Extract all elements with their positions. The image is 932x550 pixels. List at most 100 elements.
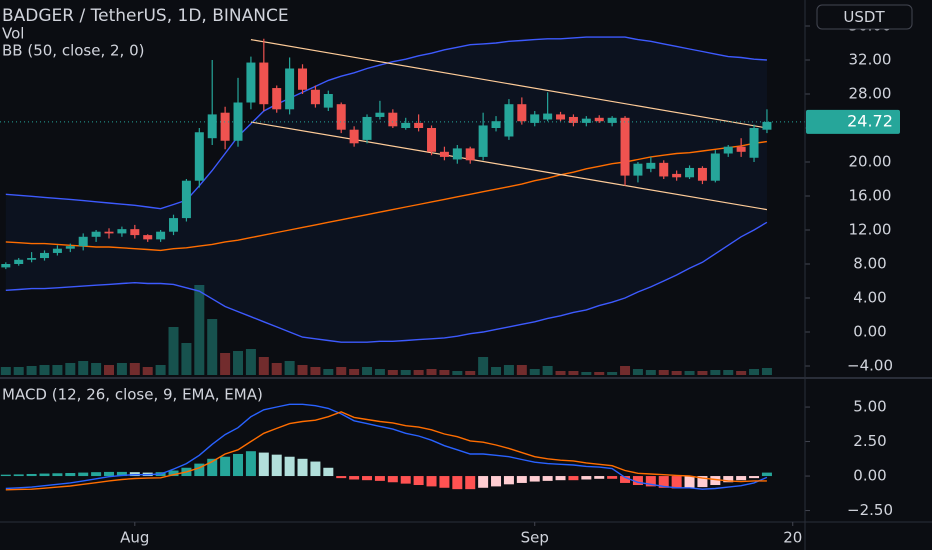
volume-bar: [542, 366, 553, 375]
histogram-bar: [697, 476, 708, 488]
histogram-bar: [258, 452, 269, 477]
candle-body: [594, 117, 604, 122]
candle-body: [220, 112, 230, 141]
histogram-bar: [658, 476, 669, 488]
x-tick-label: Sep: [521, 529, 549, 547]
channel-line: [250, 121, 768, 211]
macd-label: MACD (12, 26, close, 9, EMA, EMA): [2, 386, 263, 404]
volume-bar: [65, 363, 76, 375]
volume-bar: [529, 369, 540, 375]
candle-body: [530, 114, 540, 123]
volume-bar: [632, 369, 643, 375]
histogram-bar: [297, 458, 308, 477]
volume-bar: [129, 363, 140, 375]
volume-bar: [671, 371, 682, 375]
histogram-bar: [736, 476, 747, 481]
candle-body: [736, 146, 746, 152]
volume-bar: [26, 366, 37, 375]
candle-body: [362, 116, 372, 140]
candle-body: [762, 121, 772, 130]
histogram-bar: [439, 476, 450, 488]
volume-bar: [349, 369, 360, 375]
histogram-bar: [491, 476, 502, 487]
candle-body: [375, 112, 385, 117]
histogram-bar: [220, 456, 231, 477]
volume-bar: [387, 370, 398, 375]
histogram-bar: [620, 476, 631, 483]
y-tick-label: 2.50: [853, 432, 886, 450]
y-tick-label: −4.00: [847, 356, 893, 374]
histogram-bar: [26, 473, 37, 477]
volume-bar: [168, 327, 179, 375]
x-tick-label: 20: [783, 529, 802, 547]
histogram-bar: [349, 476, 360, 480]
candle-body: [414, 122, 424, 129]
volume-bar: [52, 365, 63, 375]
candle-body: [207, 114, 217, 139]
volume-bar: [478, 357, 489, 375]
histogram-bar: [310, 461, 321, 477]
y-tick-label: 12.00: [849, 220, 892, 238]
y-tick-label: 0.00: [853, 322, 886, 340]
volume-bar: [413, 370, 424, 375]
volume-bar: [155, 365, 166, 375]
candle-body: [620, 117, 630, 176]
candle-body: [130, 229, 140, 236]
histogram-bar: [207, 458, 218, 477]
candle-body: [581, 118, 591, 123]
candle-body: [104, 231, 114, 234]
candle-body: [633, 163, 643, 176]
y-tick-label: 20.00: [849, 153, 892, 171]
volume-bar: [245, 349, 256, 375]
volume-bar: [645, 370, 656, 375]
candle-body: [465, 148, 475, 161]
volume-bar: [749, 369, 760, 375]
histogram-bar: [168, 470, 179, 477]
candle-body: [543, 113, 553, 120]
band-fill: [5, 37, 767, 343]
volume-bar: [181, 343, 192, 375]
y-tick-label: 8.00: [853, 254, 886, 272]
candle-body: [52, 248, 62, 253]
histogram-bar: [503, 476, 514, 485]
candle-body: [517, 104, 527, 122]
histogram-bar: [723, 476, 734, 483]
currency-button[interactable]: [816, 4, 913, 30]
candle-body: [749, 128, 759, 158]
candle-body: [14, 259, 24, 264]
volume-bar: [336, 367, 347, 375]
histogram-bar: [194, 463, 205, 477]
volume-bar: [362, 367, 373, 375]
candle-body: [491, 121, 501, 129]
candle-body: [27, 258, 37, 260]
histogram-bar: [400, 476, 411, 484]
histogram-bar: [516, 476, 527, 483]
candle-body: [452, 148, 462, 160]
histogram-bar: [65, 473, 76, 477]
candle-body: [156, 231, 166, 240]
candle-body: [646, 162, 656, 169]
volume-bar: [452, 371, 463, 375]
candle-body: [143, 235, 153, 240]
histogram-bar: [710, 476, 721, 486]
histogram-bar: [529, 476, 540, 482]
volume-bar: [658, 370, 669, 375]
currency-button-label[interactable]: USDT: [843, 8, 885, 26]
volume-bar: [607, 372, 618, 375]
volume-bar: [503, 365, 514, 375]
macd-line: [5, 411, 767, 491]
volume-bar: [323, 369, 334, 375]
candle-body: [91, 231, 101, 237]
x-tick-label: Aug: [120, 529, 149, 547]
candle-body: [169, 218, 179, 232]
histogram-bar: [233, 453, 244, 477]
histogram-bar: [52, 473, 63, 477]
volume-bar: [697, 371, 708, 375]
volume-bar: [439, 370, 450, 375]
volume-bar: [620, 366, 631, 375]
volume-bar: [581, 372, 592, 375]
candle-body: [310, 89, 320, 105]
histogram-bar: [271, 454, 282, 477]
candle-body: [710, 153, 720, 181]
plot-area: [0, 36, 772, 375]
